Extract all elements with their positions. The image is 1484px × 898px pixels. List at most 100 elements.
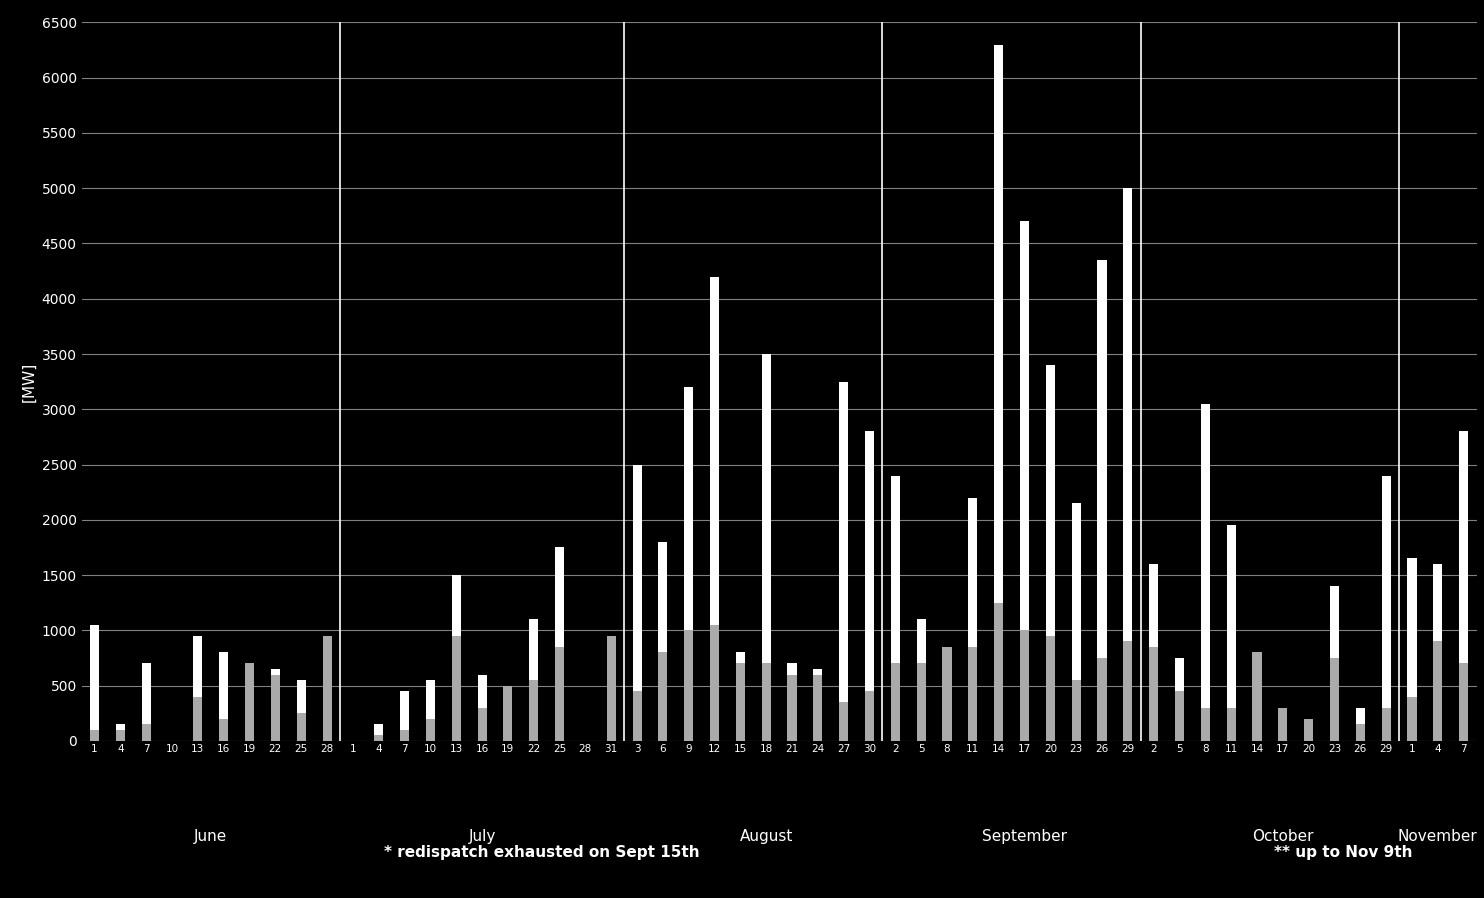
Bar bbox=[451, 575, 460, 741]
Bar bbox=[245, 664, 254, 741]
Bar bbox=[1149, 647, 1158, 741]
Bar bbox=[632, 691, 641, 741]
Bar bbox=[684, 630, 693, 741]
Bar bbox=[220, 718, 229, 741]
Bar bbox=[1175, 658, 1184, 741]
Bar bbox=[503, 685, 512, 741]
Bar bbox=[1046, 636, 1055, 741]
Bar bbox=[1175, 691, 1184, 741]
Bar bbox=[607, 636, 616, 741]
Bar bbox=[1252, 653, 1261, 741]
Bar bbox=[1459, 664, 1468, 741]
Bar bbox=[478, 708, 487, 741]
Bar bbox=[632, 464, 641, 741]
Bar bbox=[322, 636, 331, 741]
Bar bbox=[994, 603, 1003, 741]
Bar bbox=[917, 620, 926, 741]
Bar bbox=[969, 497, 978, 741]
Bar bbox=[838, 702, 849, 741]
Bar bbox=[1098, 260, 1107, 741]
Bar bbox=[994, 45, 1003, 741]
Bar bbox=[788, 674, 797, 741]
Bar bbox=[374, 735, 383, 741]
Bar bbox=[1201, 404, 1209, 741]
Bar bbox=[1201, 708, 1209, 741]
Bar bbox=[1123, 641, 1132, 741]
Bar bbox=[813, 669, 822, 741]
Bar bbox=[1407, 559, 1417, 741]
Bar bbox=[91, 730, 99, 741]
Bar bbox=[297, 680, 306, 741]
Bar bbox=[555, 647, 564, 741]
Bar bbox=[401, 730, 410, 741]
Bar bbox=[116, 730, 125, 741]
Y-axis label: [MW]: [MW] bbox=[21, 362, 36, 401]
Bar bbox=[1304, 718, 1313, 741]
Bar bbox=[451, 636, 460, 741]
Bar bbox=[1071, 680, 1080, 741]
Bar bbox=[1020, 630, 1028, 741]
Bar bbox=[607, 636, 616, 741]
Bar bbox=[788, 664, 797, 741]
Bar bbox=[659, 541, 668, 741]
Bar bbox=[1382, 708, 1391, 741]
Bar bbox=[322, 636, 331, 741]
Bar bbox=[1123, 189, 1132, 741]
Bar bbox=[969, 647, 978, 741]
Text: November: November bbox=[1398, 829, 1478, 844]
Bar bbox=[272, 674, 280, 741]
Bar bbox=[374, 725, 383, 741]
Bar bbox=[297, 713, 306, 741]
Text: July: July bbox=[469, 829, 496, 844]
Text: * redispatch exhausted on Sept 15th: * redispatch exhausted on Sept 15th bbox=[384, 845, 699, 859]
Bar bbox=[865, 691, 874, 741]
Bar bbox=[709, 625, 720, 741]
Bar bbox=[245, 664, 254, 741]
Bar bbox=[1227, 708, 1236, 741]
Bar bbox=[890, 664, 899, 741]
Text: ** up to Nov 9th: ** up to Nov 9th bbox=[1273, 845, 1413, 859]
Bar bbox=[1356, 708, 1365, 741]
Bar bbox=[1278, 708, 1287, 741]
Bar bbox=[813, 674, 822, 741]
Bar bbox=[1020, 222, 1028, 741]
Bar bbox=[426, 718, 435, 741]
Bar bbox=[761, 354, 770, 741]
Bar bbox=[478, 674, 487, 741]
Bar bbox=[1149, 564, 1158, 741]
Bar bbox=[530, 680, 539, 741]
Bar bbox=[1434, 564, 1442, 741]
Bar bbox=[865, 431, 874, 741]
Bar bbox=[193, 636, 202, 741]
Bar bbox=[1304, 718, 1313, 741]
Bar bbox=[838, 382, 849, 741]
Text: June: June bbox=[194, 829, 227, 844]
Bar bbox=[1330, 586, 1339, 741]
Bar bbox=[1227, 525, 1236, 741]
Bar bbox=[1278, 708, 1287, 741]
Bar bbox=[426, 680, 435, 741]
Text: August: August bbox=[739, 829, 792, 844]
Bar bbox=[736, 664, 745, 741]
Bar bbox=[659, 653, 668, 741]
Bar bbox=[736, 653, 745, 741]
Bar bbox=[1356, 725, 1365, 741]
Bar bbox=[1459, 431, 1468, 741]
Bar bbox=[684, 387, 693, 741]
Bar bbox=[401, 691, 410, 741]
Text: October: October bbox=[1252, 829, 1313, 844]
Bar bbox=[1098, 658, 1107, 741]
Bar bbox=[141, 664, 151, 741]
Bar bbox=[1407, 697, 1417, 741]
Bar bbox=[1071, 503, 1080, 741]
Bar bbox=[917, 664, 926, 741]
Bar bbox=[709, 277, 720, 741]
Bar bbox=[193, 697, 202, 741]
Text: September: September bbox=[982, 829, 1067, 844]
Bar bbox=[890, 476, 899, 741]
Bar bbox=[272, 669, 280, 741]
Bar bbox=[1330, 658, 1339, 741]
Bar bbox=[503, 685, 512, 741]
Bar bbox=[1252, 653, 1261, 741]
Bar bbox=[220, 653, 229, 741]
